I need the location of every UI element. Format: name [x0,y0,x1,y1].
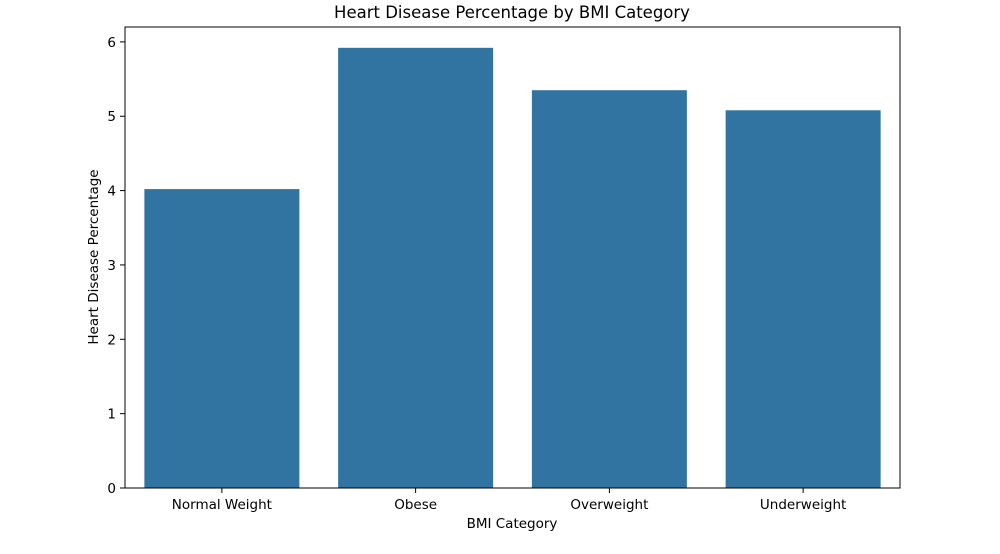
y-axis-label: Heart Disease Percentage [86,169,102,344]
y-tick-label: 6 [107,35,116,51]
x-tick-label: Underweight [760,497,846,513]
bar-underweight [725,110,881,489]
bar-normal-weight [144,189,300,488]
bar-obese [338,47,494,488]
y-tick-label: 2 [107,332,116,348]
y-tick-label: 4 [107,184,116,200]
y-tick-label: 0 [107,481,116,497]
y-tick-label: 3 [107,258,116,274]
x-axis-label: BMI Category [467,516,558,532]
x-tick-label: Normal Weight [172,497,272,513]
y-tick-label: 5 [107,109,116,125]
x-axis-ticks: Normal Weight Obese Overweight Underweight [172,488,846,513]
chart-title: Heart Disease Percentage by BMI Category [334,3,690,22]
y-tick-label: 1 [107,407,116,423]
y-axis-ticks: 0 1 2 3 4 5 6 [107,35,125,497]
plot-area-frame [124,26,901,489]
bars-group [144,47,881,489]
bar-overweight [531,90,687,489]
x-tick-label: Obese [394,497,437,513]
x-tick-label: Overweight [570,497,648,513]
